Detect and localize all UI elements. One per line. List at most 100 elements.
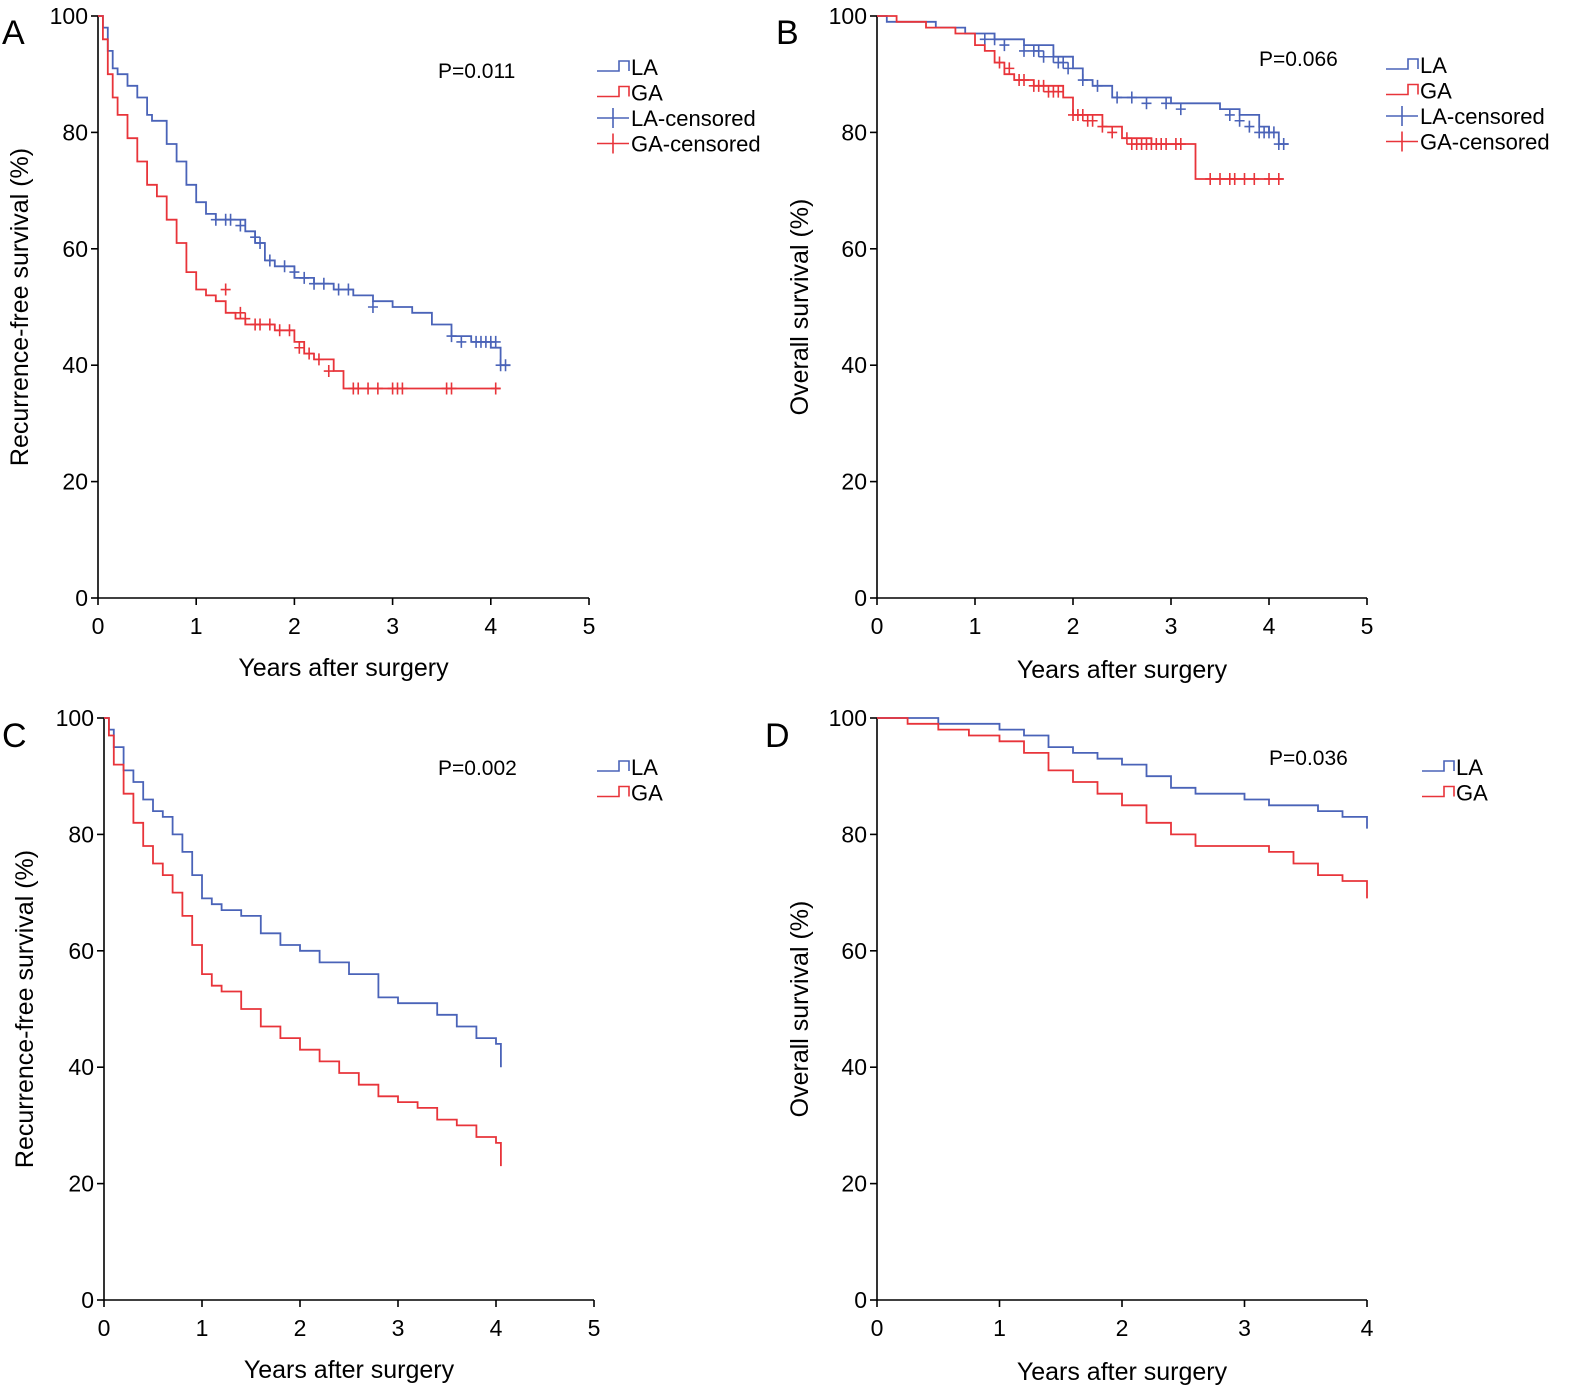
censor-mark-la [264, 254, 275, 267]
censor-mark-la [1038, 50, 1049, 63]
x-axis-label: Years after surgery [1017, 656, 1228, 684]
censor-mark-la [1033, 44, 1044, 57]
y-tick-label: 100 [829, 3, 867, 29]
y-tick-label: 60 [841, 938, 867, 964]
x-axis-label: Years after surgery [244, 1356, 455, 1384]
censor-mark-ga [1161, 138, 1172, 151]
x-tick-label: 0 [98, 1315, 111, 1341]
censor-mark-ga [1229, 172, 1240, 185]
censor-mark-la [1234, 114, 1245, 127]
x-tick-label: 0 [92, 613, 105, 639]
y-axis-label: Overall survival (%) [786, 199, 814, 416]
censor-mark-la [333, 283, 344, 296]
censor-mark-ga [304, 347, 315, 360]
x-tick-label: 3 [386, 613, 399, 639]
legend-swatch-step [1422, 785, 1455, 798]
x-tick-label: 5 [588, 1315, 601, 1341]
x-tick-label: 0 [871, 1315, 884, 1341]
x-tick-label: 4 [484, 613, 497, 639]
censor-mark-la [1268, 126, 1279, 139]
censor-mark-la [1058, 56, 1069, 69]
y-tick-label: 20 [68, 1171, 94, 1197]
censor-mark-ga [446, 382, 457, 395]
x-tick-label: 2 [294, 1315, 307, 1341]
x-tick-label: 1 [196, 1315, 209, 1341]
p-value-annotation: P=0.011 [438, 60, 515, 83]
series-line-ga [104, 717, 502, 1167]
censor-mark-la [279, 260, 290, 273]
y-tick-label: 60 [62, 236, 88, 262]
x-tick-label: 1 [190, 613, 203, 639]
x-tick-label: 5 [583, 613, 596, 639]
y-tick-label: 0 [854, 585, 867, 611]
censor-mark-ga [255, 318, 266, 331]
y-axis-label: Overall survival (%) [786, 901, 814, 1118]
y-tick-label: 0 [81, 1287, 94, 1313]
y-tick-label: 20 [841, 469, 867, 495]
x-tick-label: 4 [490, 1315, 503, 1341]
y-tick-label: 40 [62, 352, 88, 378]
censor-mark-la [1141, 97, 1152, 110]
p-value-annotation: P=0.002 [438, 757, 517, 780]
y-tick-label: 20 [62, 469, 88, 495]
series-line-la [877, 717, 1368, 829]
censor-mark-ga [284, 324, 295, 337]
censor-mark-la [1126, 91, 1137, 104]
censor-mark-ga [1215, 172, 1225, 185]
legend-entry: GA [1456, 781, 1488, 806]
y-tick-label: 100 [50, 3, 88, 29]
legend-entry: LA [631, 55, 658, 80]
x-tick-label: 4 [1263, 613, 1276, 639]
censor-mark-ga [1249, 172, 1260, 185]
censor-mark-la [225, 213, 236, 226]
censor-mark-ga [294, 341, 305, 354]
censor-mark-la [1161, 97, 1172, 110]
censor-mark-ga [490, 382, 501, 395]
y-tick-label: 0 [75, 585, 88, 611]
x-tick-label: 3 [1165, 613, 1178, 639]
censor-mark-ga [1205, 172, 1216, 185]
censor-mark-la [255, 236, 266, 249]
censor-mark-la [318, 277, 329, 290]
panel-d: D 0 20 40 60 80 100 0 1 2 3 4 Years after surgery Ove… [765, 705, 1488, 1386]
panel-letter: D [765, 717, 790, 755]
panel-a: A 0 20 40 60 80 100 0 1 2 3 4 5 Years after surgery Re… [2, 3, 761, 682]
legend-swatch-step [1386, 83, 1419, 96]
censor-mark-la [456, 335, 467, 348]
legend-entry: GA-censored [631, 132, 761, 157]
y-axis-label: Recurrence-free survival (%) [6, 148, 34, 466]
panel-letter: A [2, 14, 25, 52]
censor-mark-ga [397, 382, 408, 395]
x-tick-label: 0 [871, 613, 884, 639]
x-tick-label: 2 [1067, 613, 1080, 639]
censor-mark-la [299, 271, 310, 284]
censor-mark-ga [264, 318, 275, 331]
y-tick-label: 20 [841, 1171, 867, 1197]
y-tick-label: 60 [68, 938, 94, 964]
x-tick-label: 5 [1361, 613, 1374, 639]
x-tick-label: 3 [392, 1315, 405, 1341]
legend-swatch-step [597, 85, 630, 98]
censor-mark-ga [1087, 114, 1098, 127]
legend-swatch-step [597, 785, 630, 798]
censor-mark-ga [240, 312, 251, 325]
censor-mark-ga [313, 353, 324, 366]
y-tick-label: 80 [62, 119, 88, 145]
censor-mark-ga [1019, 74, 1029, 87]
legend-entry: LA-censored [631, 106, 756, 131]
y-tick-label: 60 [841, 236, 867, 262]
legend-swatch-step [597, 760, 630, 772]
censor-mark-ga [1239, 172, 1250, 185]
legend-entry: GA-censored [1420, 130, 1550, 155]
censor-mark-ga [220, 283, 231, 296]
legend-swatch-step [597, 60, 630, 72]
censor-mark-la [999, 39, 1010, 52]
censor-mark-ga [1038, 79, 1049, 92]
legend-swatch-step [1386, 58, 1419, 70]
x-tick-label: 1 [969, 613, 982, 639]
series-line-ga [877, 15, 1284, 180]
y-tick-label: 40 [841, 352, 867, 378]
p-value-annotation: P=0.066 [1259, 48, 1338, 71]
series-line-ga [98, 15, 501, 390]
censor-mark-la [1175, 103, 1186, 116]
